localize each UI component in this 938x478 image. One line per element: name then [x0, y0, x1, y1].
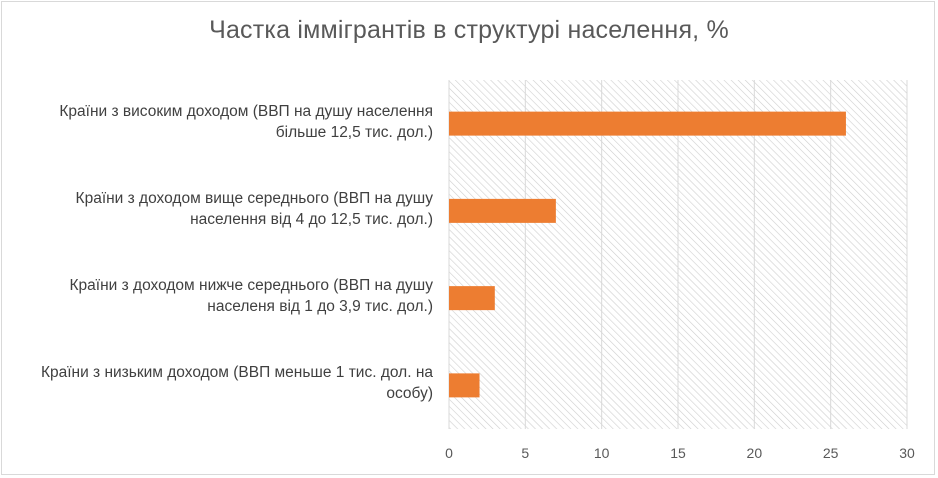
gridlines	[448, 80, 908, 429]
category-label: Країни з доходом нижче середнього (ВВП н…	[13, 275, 433, 317]
bar	[449, 111, 846, 136]
category-label-line: Країни з доходом нижче середнього (ВВП н…	[69, 277, 433, 295]
category-label-line: більше 12,5 тис. дол.)	[275, 123, 433, 141]
bar	[449, 198, 556, 223]
x-tick-label: 15	[670, 445, 686, 461]
bar	[449, 373, 480, 398]
bar	[449, 286, 495, 311]
category-label-line: населення від 4 до 12,5 тис. дол.)	[190, 210, 433, 228]
category-label-line: Країни з високим доходом (ВВП на душу на…	[59, 102, 433, 120]
x-tick-label: 5	[521, 445, 529, 461]
x-tick-label: 0	[445, 445, 453, 461]
x-tick-label: 25	[823, 445, 839, 461]
x-tick-label: 30	[899, 445, 915, 461]
category-label-line: Країни з доходом вище середнього (ВВП на…	[75, 189, 433, 207]
x-axis-ticks: 0 5 10 15 20 25 30	[445, 445, 915, 461]
x-tick-label: 10	[594, 445, 610, 461]
category-label: Країни з низьким доходом (ВВП меньше 1 т…	[13, 362, 433, 404]
category-label-line: Країни з низьким доходом (ВВП меньше 1 т…	[40, 364, 433, 382]
category-label: Країни з доходом вище середнього (ВВП на…	[13, 188, 433, 230]
bars	[449, 111, 846, 398]
category-label: Країни з високим доходом (ВВП на душу на…	[13, 101, 433, 143]
category-label-line: особу)	[386, 385, 433, 403]
x-tick-label: 20	[747, 445, 763, 461]
chart-title: Частка іммігрантів в структурі населення…	[209, 16, 729, 44]
category-label-line: населеня від 1 до 3,9 тис. дол.)	[207, 298, 433, 316]
